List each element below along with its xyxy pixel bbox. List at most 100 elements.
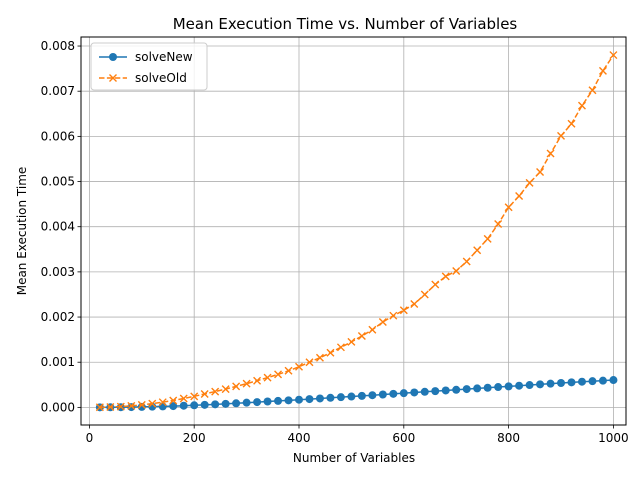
data-point-solveold bbox=[347, 337, 356, 346]
ticks: 0 200 400 600 800 1000 0.000 0.001 0.002 0.003 0.0… bbox=[41, 39, 629, 445]
data-point-solveold bbox=[588, 86, 597, 95]
data-point-solvenew bbox=[557, 378, 566, 387]
x-tick-label: 400 bbox=[288, 431, 311, 445]
data-point-solveold bbox=[557, 131, 566, 140]
data-point-solveold bbox=[190, 392, 199, 401]
y-tick-label: 0.002 bbox=[41, 310, 75, 324]
data-point-solvenew bbox=[473, 384, 482, 393]
data-point-solveold bbox=[106, 403, 115, 412]
y-tick-label: 0.000 bbox=[41, 400, 75, 414]
data-point-solveold bbox=[441, 272, 450, 281]
data-point-solvenew bbox=[242, 398, 251, 407]
data-point-solvenew bbox=[525, 381, 534, 390]
x-tick-label: 1000 bbox=[598, 431, 629, 445]
data-point-solvenew bbox=[431, 387, 440, 396]
data-point-solvenew bbox=[567, 378, 576, 387]
data-point-solvenew bbox=[420, 387, 429, 396]
data-point-solveold bbox=[179, 394, 188, 403]
data-point-solvenew bbox=[462, 385, 471, 394]
data-point-solveold bbox=[452, 266, 461, 275]
data-point-solveold bbox=[263, 373, 272, 382]
data-point-solveold bbox=[95, 403, 104, 412]
data-point-solveold bbox=[577, 101, 586, 110]
y-tick-label: 0.007 bbox=[41, 84, 75, 98]
data-point-solvenew bbox=[305, 395, 314, 404]
data-point-solvenew bbox=[284, 396, 293, 405]
data-point-solvenew bbox=[598, 376, 607, 385]
y-tick-label: 0.003 bbox=[41, 265, 75, 279]
legend-entry-solveold: solveOld bbox=[99, 71, 187, 85]
data-point-solveold bbox=[315, 353, 324, 362]
data-point-solveold bbox=[274, 370, 283, 379]
legend-label-solvenew: solveNew bbox=[135, 50, 193, 64]
data-point-solveold bbox=[232, 382, 241, 391]
data-point-solvenew bbox=[179, 401, 188, 410]
data-point-solveold bbox=[211, 387, 220, 396]
data-point-solveold bbox=[420, 290, 429, 299]
data-point-solveold bbox=[473, 246, 482, 255]
data-point-solveold bbox=[483, 234, 492, 243]
data-point-solveold bbox=[158, 398, 167, 407]
data-point-solvenew bbox=[389, 389, 398, 398]
data-point-solvenew bbox=[504, 382, 513, 391]
legend-entries: solveNew solveOld bbox=[99, 50, 193, 85]
data-point-solvenew bbox=[127, 403, 136, 412]
data-point-solvenew bbox=[158, 402, 167, 411]
data-point-solveold bbox=[546, 149, 555, 158]
data-point-solvenew bbox=[378, 390, 387, 399]
data-point-solvenew bbox=[515, 381, 524, 390]
data-point-solveold bbox=[431, 280, 440, 289]
data-point-solveold bbox=[567, 119, 576, 128]
data-point-solveold bbox=[169, 396, 178, 405]
legend-label-solveold: solveOld bbox=[135, 71, 187, 85]
data-point-solveold bbox=[504, 203, 513, 212]
grid bbox=[81, 37, 626, 425]
data-point-solvenew bbox=[232, 399, 241, 408]
data-point-solvenew bbox=[200, 400, 209, 409]
data-point-solveold bbox=[336, 343, 345, 352]
data-point-solvenew bbox=[190, 401, 199, 410]
data-point-solvenew bbox=[588, 377, 597, 386]
data-point-solvenew bbox=[347, 392, 356, 401]
y-axis-label: Mean Execution Time bbox=[15, 167, 29, 296]
data-point-solveold bbox=[598, 66, 607, 75]
data-point-solveold bbox=[357, 332, 366, 341]
x-tick-label: 800 bbox=[497, 431, 520, 445]
data-point-solveold bbox=[399, 306, 408, 315]
data-point-solveold bbox=[253, 376, 262, 385]
data-point-solvenew bbox=[577, 377, 586, 386]
data-point-solvenew bbox=[494, 383, 503, 392]
y-tick-label: 0.004 bbox=[41, 220, 75, 234]
y-tick-label: 0.005 bbox=[41, 175, 75, 189]
data-point-solvenew bbox=[609, 376, 618, 385]
data-point-solveold bbox=[462, 257, 471, 266]
data-point-solveold bbox=[221, 385, 230, 394]
data-point-solvenew bbox=[263, 397, 272, 406]
data-point-solvenew bbox=[536, 380, 545, 389]
data-point-solveold bbox=[525, 178, 534, 187]
data-point-solveold bbox=[368, 325, 377, 334]
plot-frame bbox=[80, 36, 627, 426]
x-tick-label: 600 bbox=[392, 431, 415, 445]
x-axis-label: Number of Variables bbox=[293, 451, 415, 465]
data-point-solveold bbox=[242, 379, 251, 388]
legend-marker-solvenew bbox=[109, 53, 117, 61]
data-point-solvenew bbox=[315, 394, 324, 403]
data-point-solvenew bbox=[295, 395, 303, 404]
data-point-solvenew bbox=[483, 383, 492, 392]
data-point-solvenew bbox=[441, 386, 450, 395]
data-point-solvenew bbox=[274, 396, 283, 405]
data-point-solveold bbox=[410, 299, 419, 308]
data-point-solveold bbox=[127, 401, 136, 410]
data-point-solvenew bbox=[399, 389, 408, 398]
series-layer bbox=[95, 51, 618, 412]
data-point-solvenew bbox=[211, 400, 220, 409]
data-point-solveold bbox=[200, 389, 209, 398]
data-point-solveold bbox=[148, 399, 157, 408]
data-point-solvenew bbox=[452, 385, 461, 394]
data-point-solveold bbox=[536, 168, 545, 177]
data-point-solvenew bbox=[326, 393, 335, 402]
x-tick-label: 200 bbox=[183, 431, 206, 445]
data-point-solveold bbox=[295, 362, 303, 371]
